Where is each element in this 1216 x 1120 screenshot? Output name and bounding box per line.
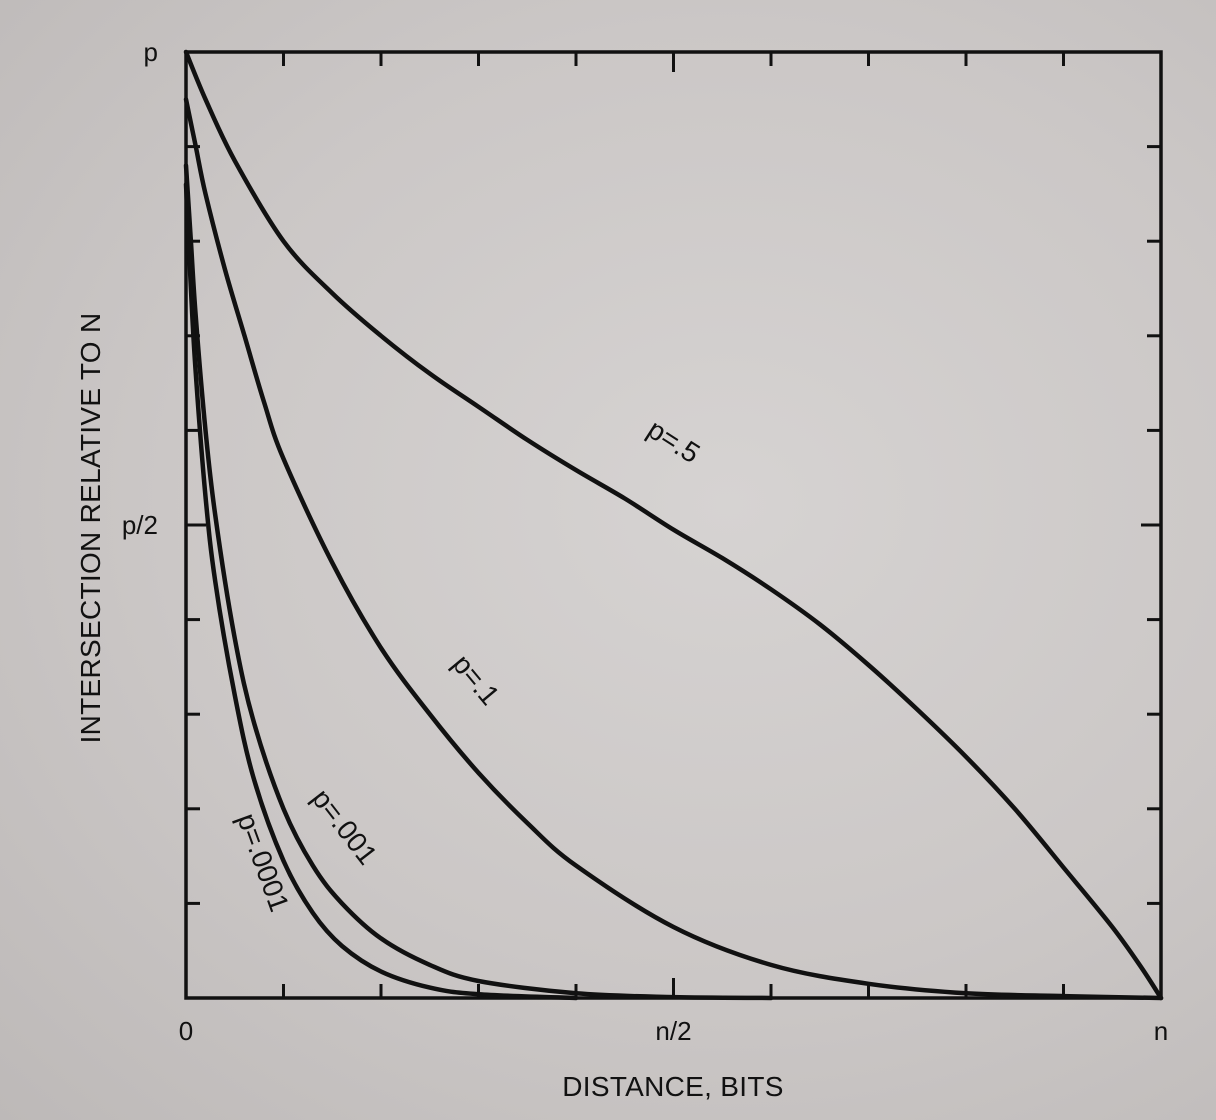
y-tick-label: p/2 — [122, 510, 158, 540]
curve-p001 — [183, 163, 774, 1001]
x-tick-label: n/2 — [655, 1016, 691, 1046]
curves — [183, 49, 1164, 1001]
curve-label-p001: p=.001 — [306, 783, 383, 870]
curve-label-p1: p=.1 — [447, 649, 506, 711]
y-axis-title: INTERSECTION RELATIVE TO N — [75, 313, 106, 744]
curve-p1 — [183, 97, 1164, 1001]
tick-labels: 0 n/2 n p/2 p — [122, 37, 1168, 1046]
plot-border — [184, 50, 1163, 1000]
x-axis-title: DISTANCE, BITS — [562, 1071, 784, 1102]
plot-frame — [184, 50, 1163, 1000]
y-tick-label: p — [144, 37, 158, 67]
curve-p0001 — [183, 182, 579, 1001]
x-tick-label: 0 — [179, 1016, 193, 1046]
curve-label-p5: p=.5 — [642, 413, 705, 469]
tick-marks — [186, 52, 1161, 998]
x-tick-label: n — [1154, 1016, 1168, 1046]
curve-p5 — [183, 49, 1164, 1001]
